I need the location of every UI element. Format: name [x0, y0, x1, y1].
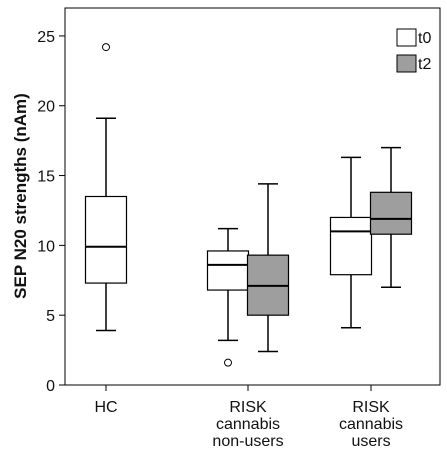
- x-category-label: users: [351, 433, 390, 450]
- plot-frame: [64, 7, 441, 386]
- x-category-label: RISK: [229, 399, 267, 416]
- y-tick-label: 0: [46, 378, 55, 395]
- y-tick-label: 20: [37, 99, 55, 116]
- box-t2: [246, 183, 290, 353]
- legend-swatch: [396, 54, 417, 73]
- iqr-box: [329, 216, 373, 276]
- box-t0: [206, 227, 250, 367]
- x-category-label: cannabis: [339, 416, 403, 433]
- legend-label: t0: [418, 30, 431, 47]
- y-tick-label: 5: [46, 308, 55, 325]
- x-category-label: cannabis: [216, 416, 280, 433]
- box-t0: [329, 156, 373, 329]
- x-category-label: RISK: [352, 399, 390, 416]
- box-t0: [84, 43, 128, 332]
- outlier-point: [224, 358, 232, 367]
- box-series: [84, 43, 413, 367]
- iqr-box: [369, 191, 413, 235]
- y-axis-title: SEP N20 strengths (nAm): [11, 93, 30, 299]
- legend-swatch: [396, 28, 417, 47]
- box-t2: [369, 146, 413, 289]
- legend: t0 t2: [396, 28, 431, 73]
- y-tick-label: 15: [37, 169, 55, 186]
- x-category-label: non-users: [212, 433, 283, 450]
- iqr-box: [206, 250, 250, 291]
- y-tick-label: 10: [37, 238, 55, 255]
- legend-label: t2: [418, 56, 431, 73]
- y-axis: 0 5 10 15 20 25: [37, 29, 65, 395]
- outlier-point: [102, 43, 110, 52]
- y-tick-label: 25: [37, 29, 55, 46]
- iqr-box: [84, 195, 128, 284]
- x-category-label: HC: [94, 399, 117, 416]
